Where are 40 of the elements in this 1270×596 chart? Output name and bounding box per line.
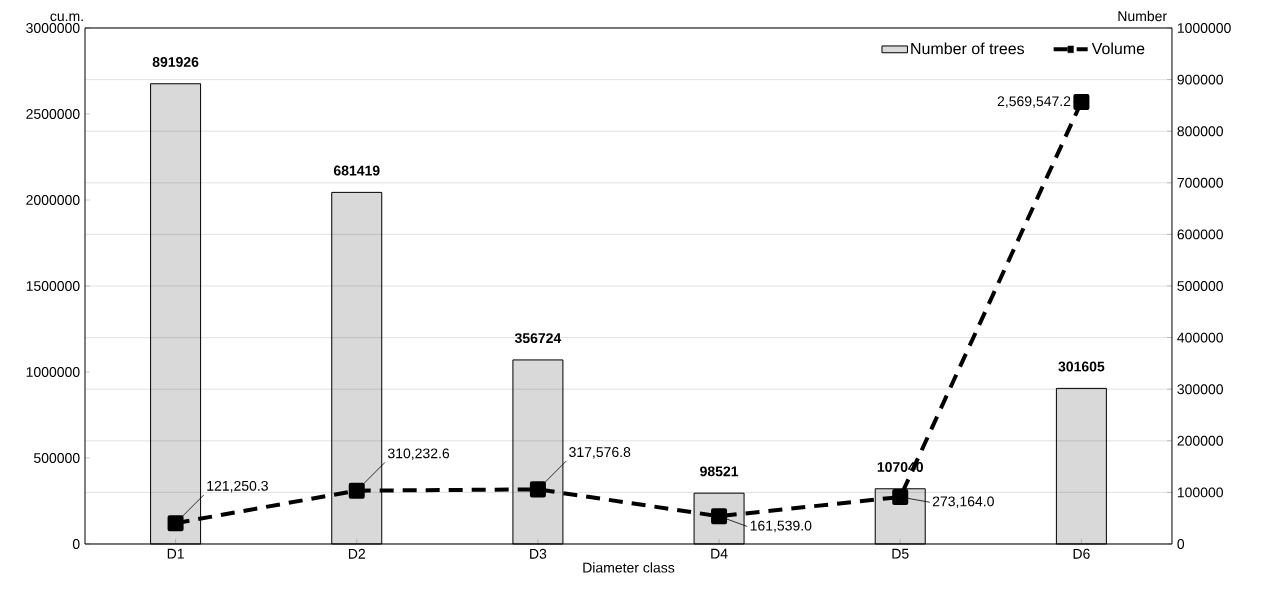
y-tick-label: 2500000 [26,109,80,119]
y-tick-label: 3000000 [26,23,80,33]
data-label: 161,539.0 [750,520,812,533]
y2-tick-label: 100000 [1177,487,1223,498]
x-tick-label: D5 [892,548,909,559]
y-tick-label: 1500000 [26,281,80,291]
data-label: 2,569,547.2 [997,96,1071,108]
data-label: 301605 [1058,361,1105,372]
data-label: 891926 [152,56,199,67]
y2-tick-label: 700000 [1177,177,1223,188]
data-label: 356724 [514,333,562,344]
y2-tick-label: 600000 [1177,229,1223,240]
y2-axis-title: Number [1118,10,1167,22]
x-axis-title: Diameter class [583,562,675,573]
x-tick-label: D3 [530,548,547,559]
data-label: 681419 [333,165,380,176]
y2-tick-label: 0 [1177,539,1185,549]
y-axis-title: cu.m. [50,13,83,22]
legend-label: Number of trees [911,42,1025,55]
x-tick-label: D6 [1073,548,1090,559]
legend-label: Volume [1091,42,1145,55]
y2-tick-label: 300000 [1177,384,1223,395]
data-label: 98521 [700,466,739,477]
y-tick-label: 1000000 [26,367,80,377]
data-label: 273,164.0 [932,496,994,509]
data-label: 310,232.6 [387,448,450,460]
y2-tick-label: 200000 [1177,435,1223,446]
y2-tick-label: 400000 [1177,332,1223,343]
y2-tick-label: 800000 [1177,126,1223,137]
x-tick-label: D4 [711,548,728,559]
data-label: 121,250.3 [207,480,268,493]
x-tick-label: D2 [348,548,365,559]
y2-tick-label: 900000 [1177,74,1223,85]
y-tick-label: 0 [72,539,80,549]
x-tick-label: D1 [167,548,184,559]
y2-tick-label: 1000000 [1177,23,1231,33]
y-tick-label: 2000000 [26,195,80,205]
y-tick-label: 500000 [33,453,80,463]
y2-tick-label: 500000 [1177,281,1223,291]
data-label: 317,576.8 [569,447,631,459]
